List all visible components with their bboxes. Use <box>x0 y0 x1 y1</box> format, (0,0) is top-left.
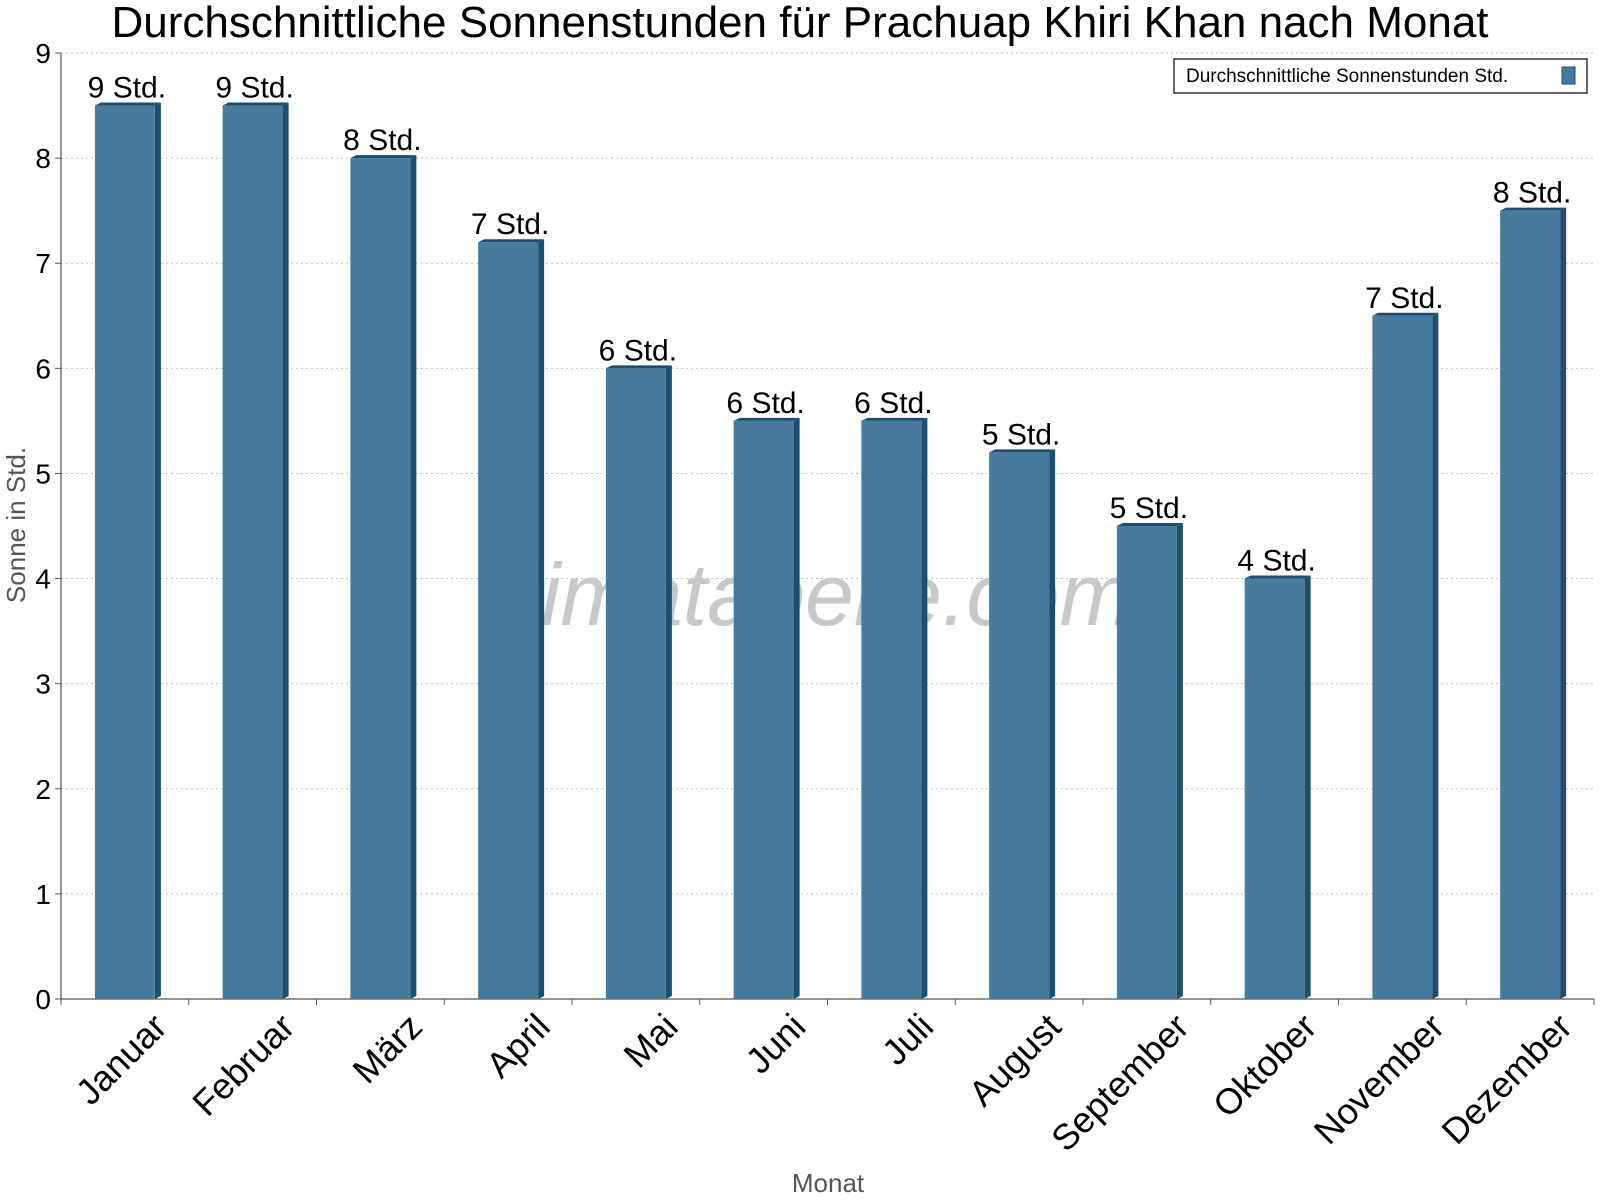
bar-side <box>921 417 928 999</box>
y-tick-label: 1 <box>35 879 51 910</box>
bar-front <box>1372 315 1433 999</box>
data-label: 6 Std. <box>599 334 677 367</box>
data-labels: 9 Std. 9 Std. 8 Std. 7 Std. 6 Std. 6 Std. 6 St… <box>88 72 1572 578</box>
x-tick-label: Oktober <box>1205 1006 1325 1126</box>
bar-top <box>733 417 800 421</box>
x-axis <box>60 998 1595 1005</box>
data-label: 6 Std. <box>726 387 804 420</box>
bar-top <box>94 102 161 106</box>
bar-top <box>989 449 1056 453</box>
bar-front <box>605 368 666 999</box>
data-label: 8 Std. <box>343 124 421 157</box>
x-tick-label: Mai <box>616 1006 686 1076</box>
x-tick-labels: Januar Februar März April Mai Juni Juli AugustS… <box>68 1006 1580 1160</box>
bar-februar <box>222 102 289 1000</box>
x-tick-label: Dezember <box>1433 1006 1579 1152</box>
bar-side <box>1176 523 1183 999</box>
bar-november <box>1372 312 1439 999</box>
data-label: 6 Std. <box>854 387 932 420</box>
x-tick-label: November <box>1306 1006 1452 1152</box>
x-axis-label: Monat <box>792 1168 865 1198</box>
bar-august <box>989 449 1056 999</box>
bar-top <box>1500 207 1567 211</box>
bar-april <box>478 239 545 999</box>
legend: Durchschnittliche Sonnenstunden Std. <box>1173 58 1588 94</box>
bar-juni <box>733 417 800 999</box>
data-label: 8 Std. <box>1493 177 1571 210</box>
bar-september <box>1116 523 1183 999</box>
x-tick-label: Juli <box>874 1006 941 1073</box>
x-tick-label: September <box>1043 1006 1197 1160</box>
x-tick-label: März <box>344 1006 430 1092</box>
bar-top <box>861 417 928 421</box>
y-tick-label: 9 <box>35 38 51 69</box>
x-tick-label: Februar <box>184 1006 302 1124</box>
x-tick-label: August <box>961 1006 1069 1114</box>
grid-lines <box>61 52 1594 895</box>
x-tick-label: Juni <box>738 1006 814 1082</box>
y-tick-label: 4 <box>35 564 51 595</box>
y-tick-label: 3 <box>35 669 51 700</box>
bar-side <box>665 365 672 999</box>
bar-mai <box>605 365 672 999</box>
bar-juli <box>861 417 928 999</box>
bar-front <box>1500 210 1561 999</box>
bar-side <box>793 417 800 999</box>
data-label: 4 Std. <box>1237 545 1315 578</box>
bar-front <box>94 105 155 1000</box>
bar-top <box>350 155 417 159</box>
y-tick-label: 5 <box>35 458 51 489</box>
bar-märz <box>350 155 417 1000</box>
y-tick-label: 6 <box>35 353 51 384</box>
bar-front <box>1244 578 1305 999</box>
bar-side <box>1432 312 1439 999</box>
bar-front <box>989 452 1050 999</box>
bar-front <box>478 242 539 999</box>
bar-side <box>1304 575 1311 999</box>
bar-side <box>410 155 417 1000</box>
y-tick-label: 0 <box>35 984 51 1015</box>
legend-box <box>1173 58 1588 94</box>
bar-side <box>1049 449 1056 999</box>
bar-front <box>350 158 411 1000</box>
bar-dezember <box>1500 207 1567 999</box>
x-tick-label: April <box>478 1006 558 1086</box>
y-tick-label: 7 <box>35 248 51 279</box>
bar-top <box>222 102 289 106</box>
x-tick-label: Januar <box>68 1006 175 1113</box>
y-tick-label: 8 <box>35 143 51 174</box>
data-label: 9 Std. <box>215 72 293 105</box>
bar-side <box>154 102 161 1000</box>
bar-front <box>861 420 922 999</box>
legend-swatch <box>1561 66 1576 85</box>
bar-top <box>1372 312 1439 316</box>
bar-top <box>1116 523 1183 526</box>
bar-front <box>733 420 794 999</box>
data-label: 7 Std. <box>471 208 549 241</box>
y-axis: 0 1 2 3 4 5 6 7 8 9 <box>35 38 62 1015</box>
bar-oktober <box>1244 575 1311 999</box>
bar-side <box>538 239 545 999</box>
bar-front <box>1116 526 1177 999</box>
y-axis-label: Sonne in Std. <box>1 447 31 603</box>
data-label: 7 Std. <box>1365 282 1443 315</box>
y-tick-label: 2 <box>35 774 51 805</box>
bar-januar <box>94 102 161 1000</box>
bar-top <box>1244 575 1311 579</box>
data-label: 5 Std. <box>1110 492 1188 525</box>
bar-side <box>1560 207 1567 999</box>
bar-top <box>605 365 672 369</box>
bar-side <box>282 102 289 1000</box>
bar-front <box>222 105 283 1000</box>
data-label: 5 Std. <box>982 418 1060 451</box>
bar-series <box>94 102 1567 1000</box>
chart-title: Durchschnittliche Sonnenstunden für Prac… <box>111 0 1488 47</box>
bar-top <box>478 239 545 243</box>
data-label: 9 Std. <box>88 72 166 105</box>
legend-label: Durchschnittliche Sonnenstunden Std. <box>1186 66 1508 87</box>
